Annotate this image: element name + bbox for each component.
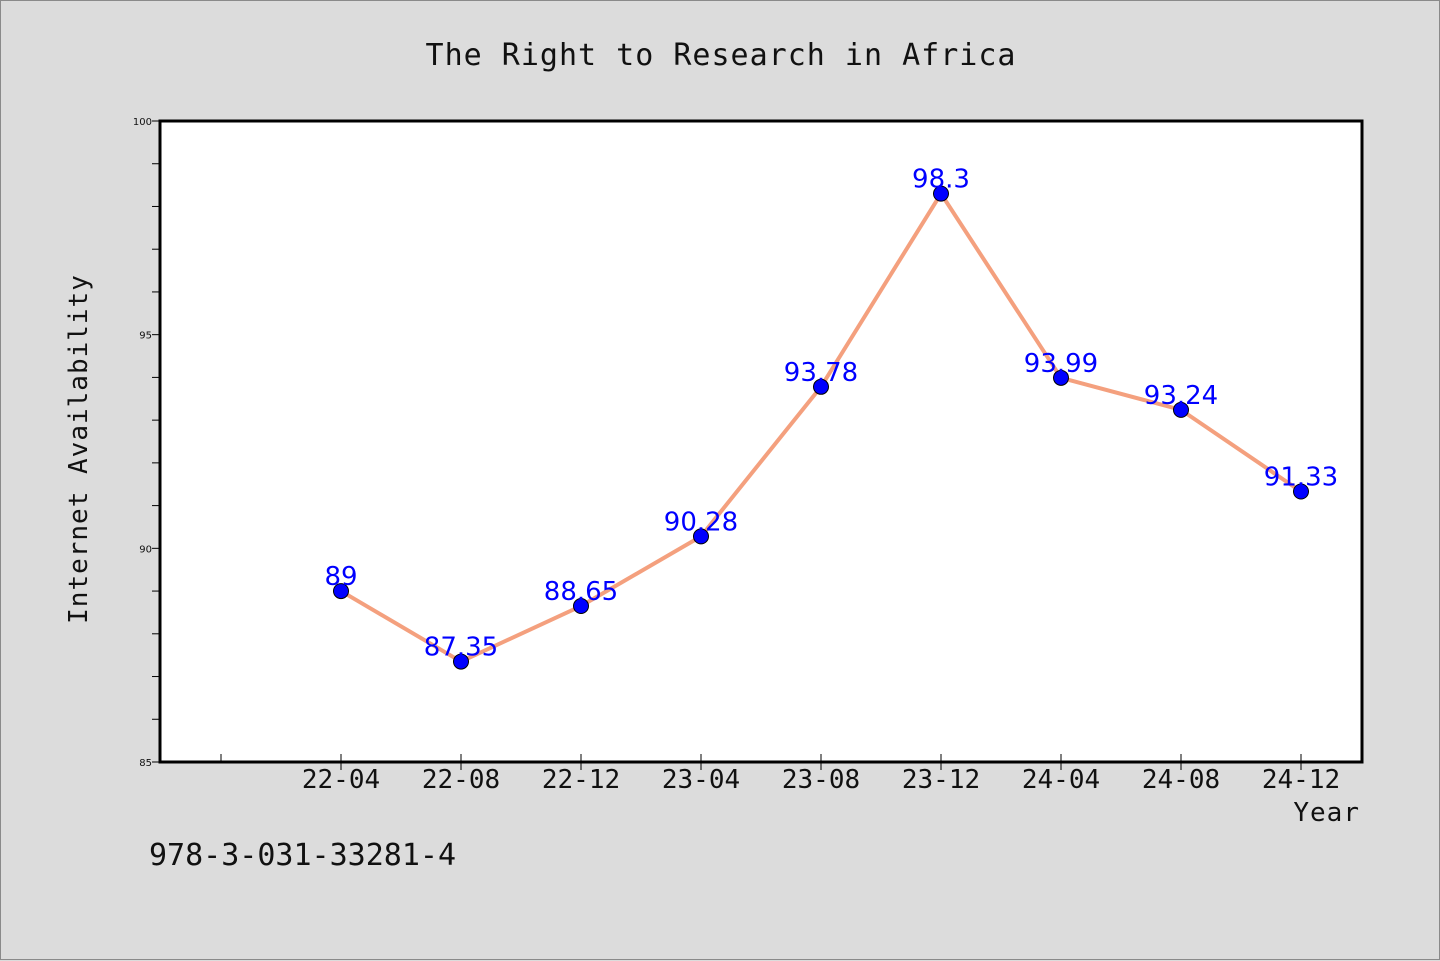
data-label: 88.65 xyxy=(544,577,618,607)
data-point xyxy=(453,653,469,670)
data-label: 93.78 xyxy=(784,358,858,388)
data-point xyxy=(1293,483,1309,500)
x-tick-label: 22-04 xyxy=(302,765,380,795)
y-tick-label: 85 xyxy=(139,758,152,769)
data-label: 91.33 xyxy=(1264,462,1338,492)
x-tick-label: 22-08 xyxy=(422,765,500,795)
y-tick-label: 95 xyxy=(139,331,152,342)
data-label: 87.35 xyxy=(424,633,498,663)
x-axis-label: Year xyxy=(1293,798,1360,828)
data-point xyxy=(693,528,709,545)
x-tick-label: 24-08 xyxy=(1142,765,1220,795)
x-tick-label: 24-04 xyxy=(1022,765,1100,795)
x-tick-label: 23-12 xyxy=(902,765,980,795)
y-axis-label: Internet Availability xyxy=(64,274,94,624)
y-tick-label: 100 xyxy=(133,117,152,128)
data-label: 93.99 xyxy=(1024,349,1098,379)
data-label: 90.28 xyxy=(664,507,738,537)
chart-title: The Right to Research in Africa xyxy=(426,38,1017,73)
x-tick-label: 23-08 xyxy=(782,765,860,795)
data-point xyxy=(813,378,829,395)
plot-area xyxy=(158,119,1364,764)
data-point xyxy=(933,185,949,202)
isbn-text: 978-3-031-33281-4 xyxy=(149,838,456,873)
data-label: 93.24 xyxy=(1144,381,1218,411)
data-point xyxy=(1173,401,1189,418)
x-tick-label: 24-12 xyxy=(1262,765,1340,795)
data-label: 98.3 xyxy=(912,165,970,195)
data-point xyxy=(1053,369,1069,386)
data-point xyxy=(333,583,349,600)
data-point xyxy=(573,598,589,615)
data-label: 89 xyxy=(324,562,357,592)
x-axis-ticks: 22-04 22-08 22-12 23-04 23-08 23-12 24-04 24-08… xyxy=(220,754,1340,795)
x-tick-label: 22-12 xyxy=(542,765,620,795)
y-tick-label: 90 xyxy=(139,544,152,555)
x-tick-label: 23-04 xyxy=(662,765,740,795)
y-axis-ticks: 85 90 95 100 xyxy=(133,117,160,769)
series-layer: 89 87.35 88.65 90.28 93.78 98.3 93.99 93.24 91.3… xyxy=(324,165,1338,670)
